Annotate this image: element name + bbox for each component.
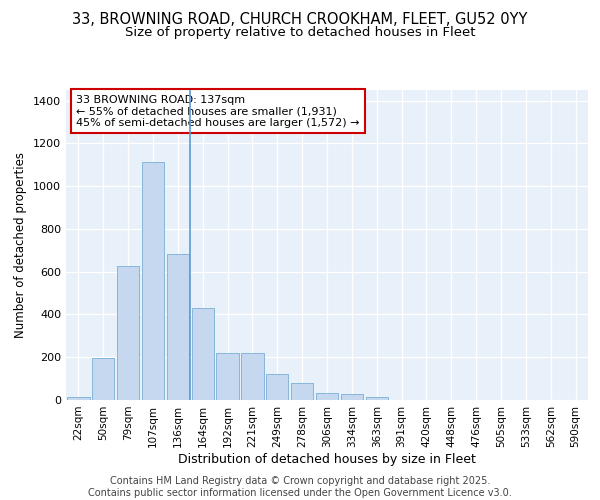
- Bar: [291, 383, 313, 400]
- Y-axis label: Number of detached properties: Number of detached properties: [14, 152, 28, 338]
- Bar: [142, 162, 164, 400]
- Bar: [316, 392, 338, 400]
- Text: 33 BROWNING ROAD: 137sqm
← 55% of detached houses are smaller (1,931)
45% of sem: 33 BROWNING ROAD: 137sqm ← 55% of detach…: [76, 94, 360, 128]
- Bar: [167, 254, 189, 400]
- Text: Contains HM Land Registry data © Crown copyright and database right 2025.
Contai: Contains HM Land Registry data © Crown c…: [88, 476, 512, 498]
- X-axis label: Distribution of detached houses by size in Fleet: Distribution of detached houses by size …: [178, 452, 476, 466]
- Bar: [117, 266, 139, 400]
- Text: Size of property relative to detached houses in Fleet: Size of property relative to detached ho…: [125, 26, 475, 39]
- Bar: [365, 397, 388, 400]
- Bar: [92, 358, 115, 400]
- Bar: [341, 394, 363, 400]
- Bar: [67, 397, 89, 400]
- Text: 33, BROWNING ROAD, CHURCH CROOKHAM, FLEET, GU52 0YY: 33, BROWNING ROAD, CHURCH CROOKHAM, FLEE…: [73, 12, 527, 28]
- Bar: [266, 374, 289, 400]
- Bar: [241, 353, 263, 400]
- Bar: [217, 353, 239, 400]
- Bar: [191, 308, 214, 400]
